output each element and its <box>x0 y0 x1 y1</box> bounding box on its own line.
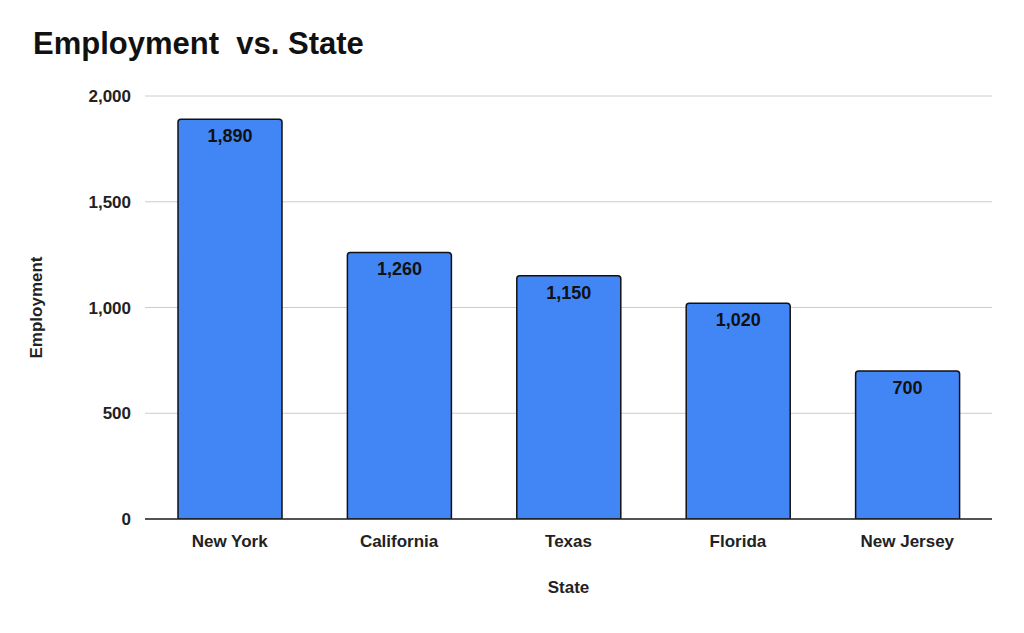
svg-text:700: 700 <box>893 378 923 398</box>
svg-text:New York: New York <box>192 532 268 551</box>
svg-text:2,000: 2,000 <box>88 87 131 106</box>
svg-text:California: California <box>360 532 439 551</box>
svg-text:New Jersey: New Jersey <box>861 532 955 551</box>
svg-text:Texas: Texas <box>545 532 592 551</box>
svg-text:1,020: 1,020 <box>716 310 761 330</box>
svg-text:500: 500 <box>103 404 131 423</box>
svg-text:0: 0 <box>122 510 131 529</box>
svg-text:Florida: Florida <box>710 532 767 551</box>
svg-text:1,150: 1,150 <box>546 283 591 303</box>
svg-text:State: State <box>548 578 590 597</box>
svg-text:Employment: Employment <box>27 256 46 358</box>
html-text:Employment vs. State: Employment vs. State <box>33 26 364 61</box>
svg-text:1,260: 1,260 <box>377 259 422 279</box>
svg-text:1,500: 1,500 <box>88 193 131 212</box>
svg-text:1,000: 1,000 <box>88 299 131 318</box>
svg-text:1,890: 1,890 <box>207 126 252 146</box>
